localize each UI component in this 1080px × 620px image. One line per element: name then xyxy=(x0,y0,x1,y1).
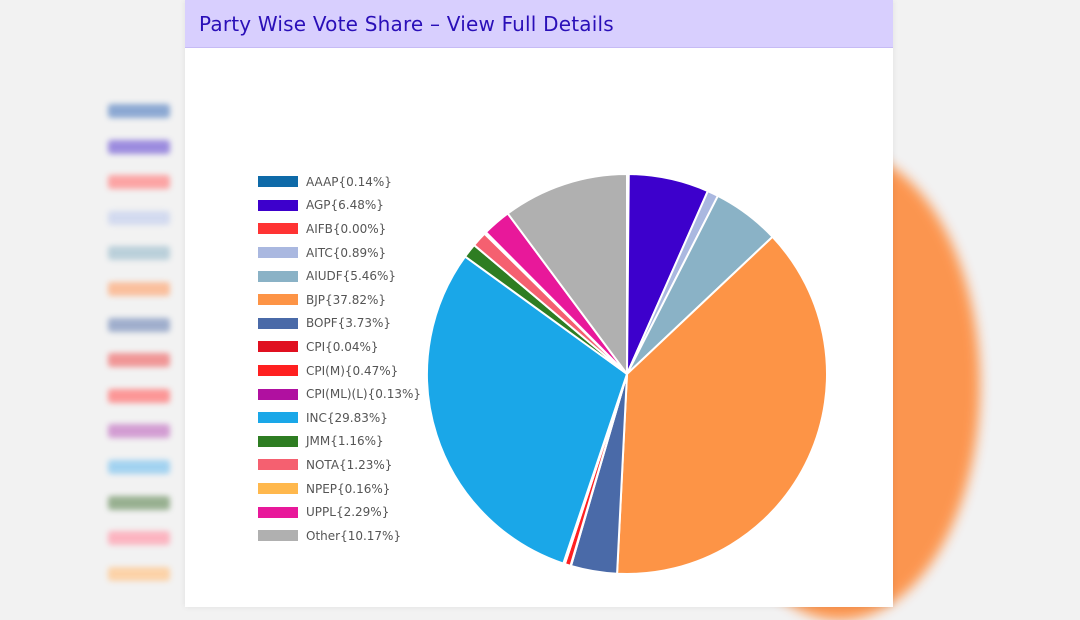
pie-chart xyxy=(426,172,828,575)
legend-swatch xyxy=(258,459,298,471)
legend-swatch xyxy=(258,506,298,518)
vote-share-card: Party Wise Vote Share – View Full Detail… xyxy=(185,0,893,607)
legend-label: AAAP{0.14%} xyxy=(306,174,392,189)
legend-swatch xyxy=(258,199,298,211)
legend-item[interactable]: AGP{6.48%} xyxy=(258,194,421,218)
legend-item[interactable]: JMM{1.16%} xyxy=(258,430,421,454)
legend-item[interactable]: AIFB{0.00%} xyxy=(258,217,421,241)
legend-swatch xyxy=(258,247,298,259)
legend-item[interactable]: CPI(M){0.47%} xyxy=(258,359,421,383)
legend-label: CPI(M){0.47%} xyxy=(306,363,399,378)
legend-label: AIFB{0.00%} xyxy=(306,221,387,236)
legend-swatch xyxy=(258,388,298,400)
background-blurred-legend xyxy=(108,104,170,602)
legend-swatch xyxy=(258,530,298,542)
card-header[interactable]: Party Wise Vote Share – View Full Detail… xyxy=(185,0,893,48)
legend-item[interactable]: BOPF{3.73%} xyxy=(258,312,421,336)
legend-label: INC{29.83%} xyxy=(306,410,388,425)
legend-label: BJP{37.82%} xyxy=(306,292,387,307)
legend-label: UPPL{2.29%} xyxy=(306,505,390,520)
legend-swatch xyxy=(258,317,298,329)
legend-label: AGP{6.48%} xyxy=(306,198,384,213)
legend-swatch xyxy=(258,270,298,282)
legend-label: Other{10.17%} xyxy=(306,528,402,543)
legend-item[interactable]: AIUDF{5.46%} xyxy=(258,264,421,288)
legend-item[interactable]: Other{10.17%} xyxy=(258,524,421,548)
legend-swatch xyxy=(258,341,298,353)
legend-label: NOTA{1.23%} xyxy=(306,457,393,472)
legend-swatch xyxy=(258,294,298,306)
legend-label: CPI(ML)(L){0.13%} xyxy=(306,387,421,402)
legend-item[interactable]: NOTA{1.23%} xyxy=(258,453,421,477)
legend-item[interactable]: NPEP{0.16%} xyxy=(258,477,421,501)
legend-item[interactable]: BJP{37.82%} xyxy=(258,288,421,312)
legend-swatch xyxy=(258,176,298,188)
legend-item[interactable]: UPPL{2.29%} xyxy=(258,500,421,524)
legend-item[interactable]: AAAP{0.14%} xyxy=(258,170,421,194)
legend-swatch xyxy=(258,435,298,447)
legend-item[interactable]: AITC{0.89%} xyxy=(258,241,421,265)
card-title-link[interactable]: Party Wise Vote Share – View Full Detail… xyxy=(199,11,614,36)
legend-swatch xyxy=(258,365,298,377)
legend-label: JMM{1.16%} xyxy=(306,434,384,449)
legend-item[interactable]: CPI{0.04%} xyxy=(258,335,421,359)
legend-label: NPEP{0.16%} xyxy=(306,481,391,496)
legend-label: BOPF{3.73%} xyxy=(306,316,391,331)
pie-slice-inc[interactable] xyxy=(426,255,629,565)
legend-swatch xyxy=(258,412,298,424)
legend-swatch xyxy=(258,223,298,235)
pie-slice-bjp[interactable] xyxy=(616,235,828,575)
legend-item[interactable]: CPI(ML)(L){0.13%} xyxy=(258,382,421,406)
legend-label: AITC{0.89%} xyxy=(306,245,387,260)
legend-label: CPI{0.04%} xyxy=(306,339,379,354)
legend-swatch xyxy=(258,483,298,495)
pie-slice-other[interactable] xyxy=(506,172,628,378)
legend-item[interactable]: INC{29.83%} xyxy=(258,406,421,430)
chart-legend: AAAP{0.14%} AGP{6.48%} AIFB{0.00%} AITC{0.8… xyxy=(258,170,421,548)
legend-label: AIUDF{5.46%} xyxy=(306,269,397,284)
